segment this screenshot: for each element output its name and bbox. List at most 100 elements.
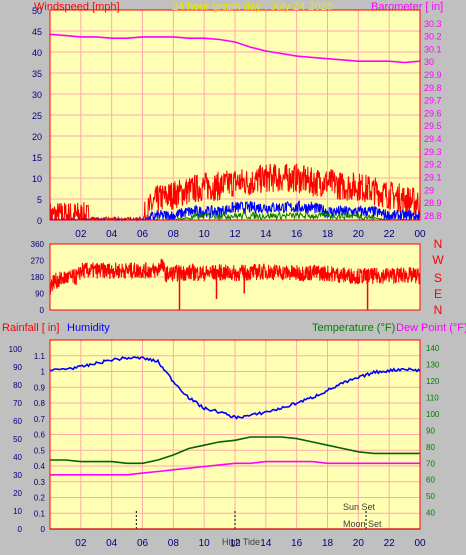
x-tick-label: 16 xyxy=(291,229,303,240)
event-annotation: High Tide xyxy=(222,537,260,547)
barometer-line xyxy=(49,33,421,64)
baro-tick-label: 30 xyxy=(424,57,434,67)
rain-tick-label: 0.5 xyxy=(34,446,46,455)
dew-point-line xyxy=(50,460,420,476)
temperature-tick-label: 40 xyxy=(426,509,435,518)
x-tick-label: 18 xyxy=(322,538,334,549)
event-annotation: Sun Set xyxy=(343,502,376,512)
humidity-tick-label: 20 xyxy=(13,489,22,498)
baro-tick-label: 29.4 xyxy=(424,134,442,144)
x-tick-label: 14 xyxy=(260,538,272,549)
rain-tick-label: 0.2 xyxy=(34,494,46,503)
baro-tick-label: 28.9 xyxy=(424,198,442,208)
x-tick-label: 18 xyxy=(322,229,334,240)
baro-tick-label: 30.1 xyxy=(424,44,442,54)
temperature-tick-label: 80 xyxy=(426,443,435,452)
baro-tick-label: 30.3 xyxy=(424,19,442,29)
chart-title: 24 hour graph day : July 24 2025 xyxy=(172,1,333,13)
temperature-tick-label: 130 xyxy=(426,361,440,370)
x-tick-label: 22 xyxy=(384,538,396,549)
plot-frame-wind xyxy=(49,9,421,221)
x-tick-label: 04 xyxy=(106,538,118,549)
x-tick-label: 06 xyxy=(137,538,149,549)
x-tick-label: 22 xyxy=(384,229,396,240)
plot-frame-climate xyxy=(49,339,421,530)
x-tick-label: 00 xyxy=(414,229,426,240)
temperature-tick-label: 70 xyxy=(426,459,435,468)
rain-tick-label: 0.1 xyxy=(34,509,46,518)
compass-letter: W xyxy=(432,253,444,267)
baro-tick-label: 29.7 xyxy=(424,96,442,106)
x-tick-label: 10 xyxy=(199,538,211,549)
x-tick-label: 20 xyxy=(353,538,365,549)
x-tick-label: 14 xyxy=(260,229,272,240)
temperature-tick-label: 90 xyxy=(426,426,435,435)
humidity-axis-label: Humidity xyxy=(67,322,110,334)
temperature-tick-label: 50 xyxy=(426,492,435,501)
humidity-tick-label: 60 xyxy=(13,417,22,426)
temperature-tick-label: 110 xyxy=(426,394,439,403)
direction-tick-label: 180 xyxy=(31,273,45,282)
humidity-tick-label: 70 xyxy=(13,399,22,408)
temperature-tick-label: 140 xyxy=(426,344,440,353)
compass-letter: N xyxy=(434,237,443,251)
x-tick-label: 10 xyxy=(199,229,211,240)
x-tick-label: 08 xyxy=(168,538,180,549)
humidity-tick-label: 100 xyxy=(9,345,23,354)
rain-tick-label: 0.6 xyxy=(34,431,46,440)
x-tick-label: 04 xyxy=(106,229,118,240)
direction-tick-label: 360 xyxy=(31,240,45,249)
x-tick-label: 12 xyxy=(229,538,241,549)
x-tick-label: 08 xyxy=(168,229,180,240)
wind-tick-label: 10 xyxy=(32,174,42,184)
wind-tick-label: 20 xyxy=(32,132,42,142)
temperature-line xyxy=(50,436,420,465)
compass-letter: N xyxy=(434,303,443,317)
rain-tick-label: 0.3 xyxy=(34,478,46,487)
wind-tick-label: 45 xyxy=(32,27,42,37)
temperature-tick-label: 120 xyxy=(426,377,440,386)
baro-tick-label: 30.2 xyxy=(424,32,442,42)
temperature-tick-label: 100 xyxy=(426,410,440,419)
wind-tick-label: 5 xyxy=(37,195,42,205)
compass-letter: E xyxy=(434,287,442,301)
wind-axis-label: Windspeed [mph] xyxy=(34,1,120,13)
wind-tick-label: 50 xyxy=(32,6,42,16)
direction-tick-label: 0 xyxy=(40,306,45,315)
baro-tick-label: 29.8 xyxy=(424,83,442,93)
temperature-axis-label: Temperature (°F) xyxy=(312,322,395,334)
humidity-tick-label: 10 xyxy=(13,507,22,516)
rain-tick-label: 0.8 xyxy=(34,399,46,408)
baro-tick-label: 29.1 xyxy=(424,172,442,182)
baro-tick-label: 29.3 xyxy=(424,147,442,157)
humidity-tick-label: 40 xyxy=(13,453,22,462)
baro-tick-label: 29.9 xyxy=(424,70,442,80)
compass-letter: S xyxy=(434,271,442,285)
baro-tick-label: 29.5 xyxy=(424,121,442,131)
x-tick-label: 02 xyxy=(75,538,87,549)
wind-tick-label: 30 xyxy=(32,90,42,100)
wind-tick-label: 15 xyxy=(32,153,42,163)
direction-tick-label: 90 xyxy=(35,290,44,299)
wind-tick-label: 40 xyxy=(32,48,42,58)
humidity-tick-label: 50 xyxy=(13,435,22,444)
rain-tick-label: 0.7 xyxy=(34,415,46,424)
baro-tick-label: 29 xyxy=(424,185,434,195)
x-tick-label: 20 xyxy=(353,229,365,240)
rain-tick-label: 0.9 xyxy=(34,383,46,392)
temperature-tick-label: 60 xyxy=(426,476,435,485)
wind-tick-label: 25 xyxy=(32,111,42,121)
humidity-tick-label: 0 xyxy=(18,525,23,534)
x-tick-label: 16 xyxy=(291,538,303,549)
baro-tick-label: 29.2 xyxy=(424,160,442,170)
rain-tick-label: 1 xyxy=(41,368,46,377)
humidity-tick-label: 30 xyxy=(13,471,22,480)
wind-tick-label: 35 xyxy=(32,69,42,79)
humidity-tick-label: 90 xyxy=(13,363,22,372)
event-annotation: Moon Set xyxy=(343,519,382,529)
rain-tick-label: 1.1 xyxy=(34,352,46,361)
x-tick-label: 00 xyxy=(414,538,426,549)
rain-tick-label: 0 xyxy=(41,525,46,534)
x-tick-label: 06 xyxy=(137,229,149,240)
